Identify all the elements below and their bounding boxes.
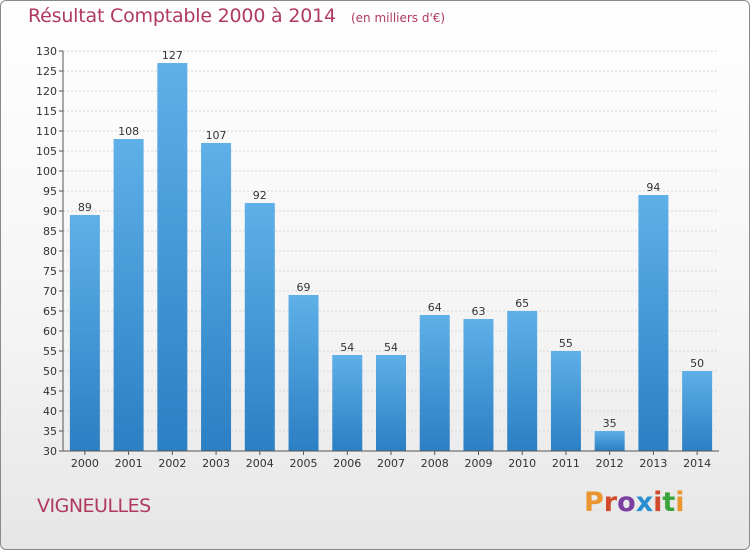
bar-value-label: 108 xyxy=(118,125,139,138)
y-tick-label: 130 xyxy=(36,45,57,58)
x-tick-label: 2009 xyxy=(464,457,492,470)
bar-value-label: 50 xyxy=(690,357,704,370)
x-tick-label: 2011 xyxy=(552,457,580,470)
x-tick-label: 2006 xyxy=(333,457,361,470)
bar-2011 xyxy=(550,351,581,451)
bar-value-label: 94 xyxy=(646,181,660,194)
chart-subtitle: (en milliers d'€) xyxy=(350,11,446,25)
bar-2005 xyxy=(288,295,319,451)
y-tick-label: 50 xyxy=(43,365,57,378)
bar-value-label: 54 xyxy=(340,341,354,354)
bar-value-label: 64 xyxy=(428,301,442,314)
bar-value-label: 54 xyxy=(384,341,398,354)
x-tick-label: 2007 xyxy=(377,457,405,470)
bar-2014 xyxy=(682,371,713,451)
y-tick-label: 85 xyxy=(43,225,57,238)
y-tick-label: 120 xyxy=(36,85,57,98)
brand-letter: t xyxy=(662,487,676,518)
x-tick-label: 2008 xyxy=(421,457,449,470)
bar-value-label: 65 xyxy=(515,297,529,310)
bar-2003 xyxy=(201,143,232,451)
brand-letter: i xyxy=(653,487,663,518)
bar-2012 xyxy=(594,431,625,451)
bar-value-label: 127 xyxy=(162,49,183,62)
location-name: VIGNEULLES xyxy=(37,495,151,517)
y-tick-label: 90 xyxy=(43,205,57,218)
bar-2004 xyxy=(244,203,275,451)
bars xyxy=(69,63,713,451)
x-tick-label: 2003 xyxy=(202,457,230,470)
y-tick-label: 65 xyxy=(43,305,57,318)
bar-2001 xyxy=(113,139,144,451)
x-tick-label: 2005 xyxy=(290,457,318,470)
x-tick-label: 2012 xyxy=(596,457,624,470)
bar-value-label: 89 xyxy=(78,201,92,214)
y-tick-label: 40 xyxy=(43,405,57,418)
x-tick-label: 2004 xyxy=(246,457,274,470)
y-tick-label: 60 xyxy=(43,325,57,338)
x-tick-label: 2001 xyxy=(115,457,143,470)
brand-logo: Proxiti xyxy=(584,487,685,518)
bar-2009 xyxy=(463,319,494,451)
labels: 30 35 40 45 50 55 60 65 70 75 80 85 90 95 100 105 110 115… xyxy=(36,45,711,470)
chart-title: Résultat Comptable 2000 à 2014 xyxy=(28,5,336,27)
y-tick-label: 80 xyxy=(43,245,57,258)
bar-value-label: 63 xyxy=(471,305,485,318)
y-tick-label: 115 xyxy=(36,105,57,118)
bar-2002 xyxy=(157,63,188,451)
x-tick-label: 2002 xyxy=(158,457,186,470)
y-tick-label: 45 xyxy=(43,385,57,398)
bar-value-label: 107 xyxy=(206,129,227,142)
y-tick-label: 75 xyxy=(43,265,57,278)
bar-value-label: 69 xyxy=(297,281,311,294)
y-tick-label: 105 xyxy=(36,145,57,158)
brand-letter: i xyxy=(675,487,685,518)
x-tick-label: 2010 xyxy=(508,457,536,470)
title-line: Résultat Comptable 2000 à 2014 (en milli… xyxy=(28,5,445,27)
y-tick-label: 125 xyxy=(36,65,57,78)
brand-letter: x xyxy=(635,487,654,518)
y-tick-label: 95 xyxy=(43,185,57,198)
y-tick-label: 100 xyxy=(36,165,57,178)
y-tick-label: 35 xyxy=(43,425,57,438)
bar-2013 xyxy=(638,195,669,451)
bar-2000 xyxy=(69,215,100,451)
x-tick-label: 2014 xyxy=(683,457,711,470)
y-tick-label: 30 xyxy=(43,445,57,458)
bar-2010 xyxy=(507,311,538,451)
brand-letter: P xyxy=(584,487,604,518)
y-tick-label: 70 xyxy=(43,285,57,298)
brand-letter: o xyxy=(617,487,636,518)
bar-2006 xyxy=(332,355,363,451)
brand-letter: r xyxy=(603,487,618,518)
y-tick-label: 110 xyxy=(36,125,57,138)
x-tick-label: 2013 xyxy=(639,457,667,470)
y-tick-label: 55 xyxy=(43,345,57,358)
bar-value-label: 35 xyxy=(603,417,617,430)
bar-2008 xyxy=(419,315,450,451)
bar-2007 xyxy=(376,355,406,451)
x-tick-label: 2000 xyxy=(71,457,99,470)
axes xyxy=(59,50,719,455)
bar-value-label: 92 xyxy=(253,189,267,202)
bar-value-label: 55 xyxy=(559,337,573,350)
